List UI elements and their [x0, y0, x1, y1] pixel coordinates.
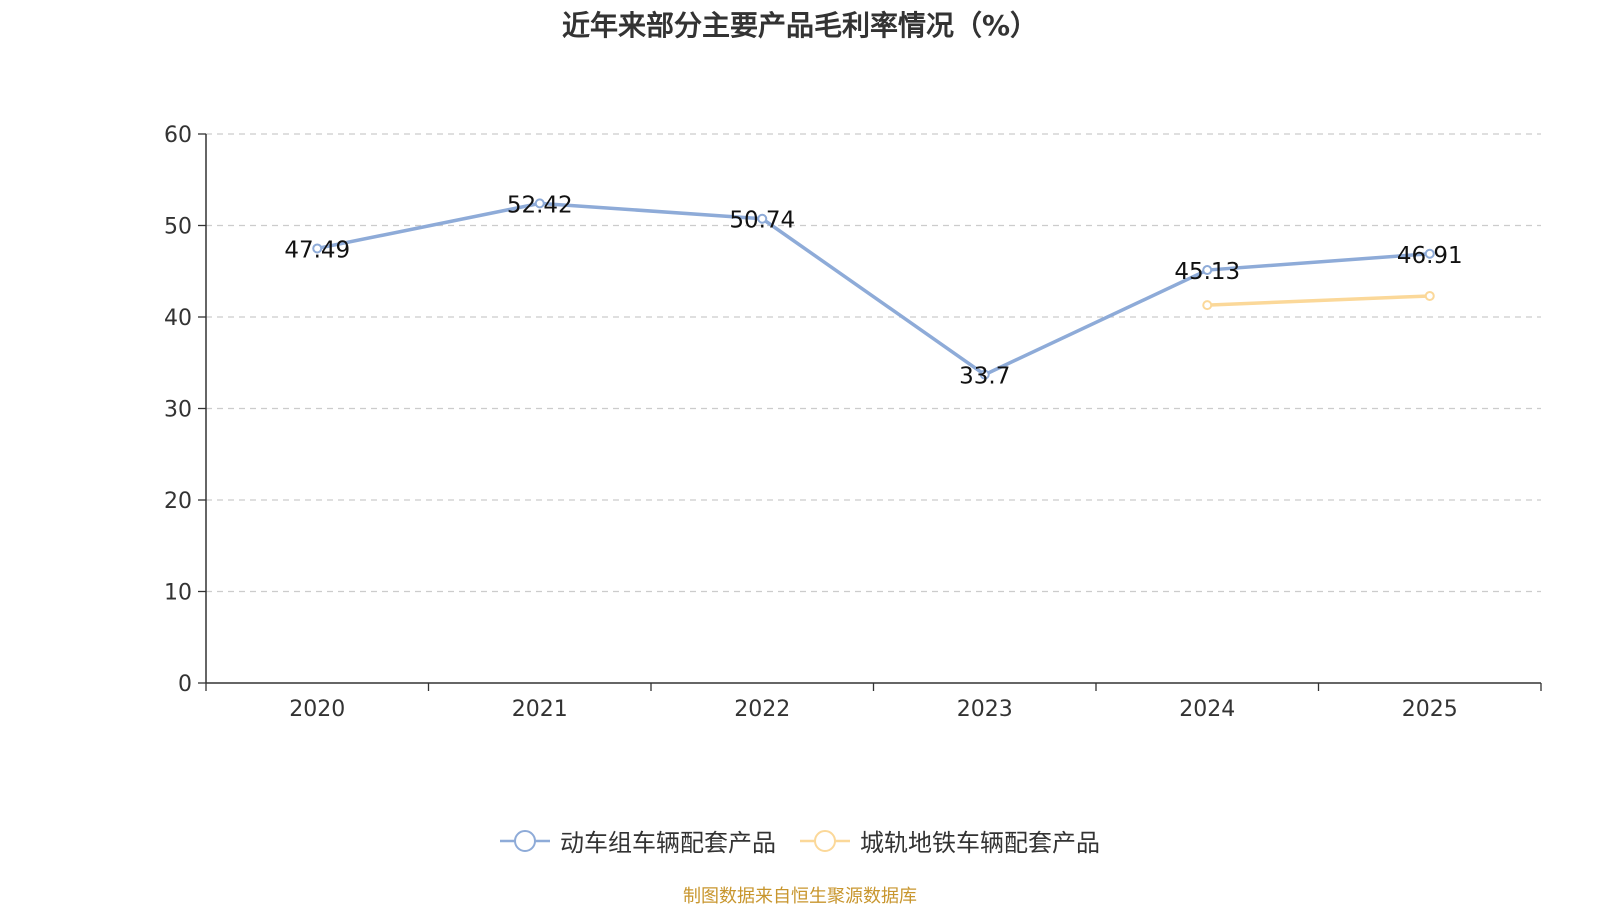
data-label: 45.13 [1174, 259, 1240, 285]
x-tick-label: 2023 [957, 697, 1013, 722]
data-point [757, 213, 768, 224]
data-point [1424, 290, 1435, 301]
legend-label: 城轨地铁车辆配套产品 [860, 829, 1100, 857]
legend-item-series-2[interactable]: 城轨地铁车辆配套产品 [800, 823, 1100, 858]
data-label: 46.91 [1397, 243, 1463, 269]
y-tick-label: 40 [164, 306, 192, 331]
legend-label: 动车组车辆配套产品 [560, 829, 776, 857]
x-tick-label: 2022 [734, 697, 790, 722]
y-tick-label: 60 [164, 123, 192, 148]
data-label: 50.74 [729, 208, 795, 234]
legend-marker-icon [800, 829, 850, 852]
x-tick-label: 2025 [1402, 697, 1458, 722]
data-point [534, 198, 545, 209]
y-tick-label: 50 [164, 215, 192, 240]
data-point [312, 243, 323, 254]
y-tick-label: 10 [164, 581, 192, 606]
x-tick-label: 2021 [512, 697, 568, 722]
data-point [1424, 248, 1435, 259]
chart-title: 近年来部分主要产品毛利率情况（%） [561, 9, 1039, 42]
y-tick-label: 30 [164, 398, 192, 423]
legend-marker-icon [500, 829, 550, 852]
series-line-2 [1207, 294, 1430, 307]
x-tick-label: 2020 [289, 697, 345, 722]
x-tick-label: 2024 [1179, 697, 1235, 722]
y-tick-label: 20 [164, 489, 192, 514]
y-tick-label: 0 [178, 672, 192, 697]
data-label: 47.49 [284, 237, 350, 263]
data-point [1202, 265, 1213, 276]
data-source-note: 制图数据来自恒生聚源数据库 [683, 886, 917, 907]
legend-item-series-1[interactable]: 动车组车辆配套产品 [500, 823, 776, 858]
data-label: 33.7 [959, 364, 1010, 390]
data-label: 52.42 [507, 192, 573, 218]
data-point [1202, 300, 1213, 311]
series-line-1 [316, 201, 1430, 377]
data-point [979, 369, 990, 380]
chart-legend: 动车组车辆配套产品 城轨地铁车辆配套产品 [0, 823, 1600, 858]
